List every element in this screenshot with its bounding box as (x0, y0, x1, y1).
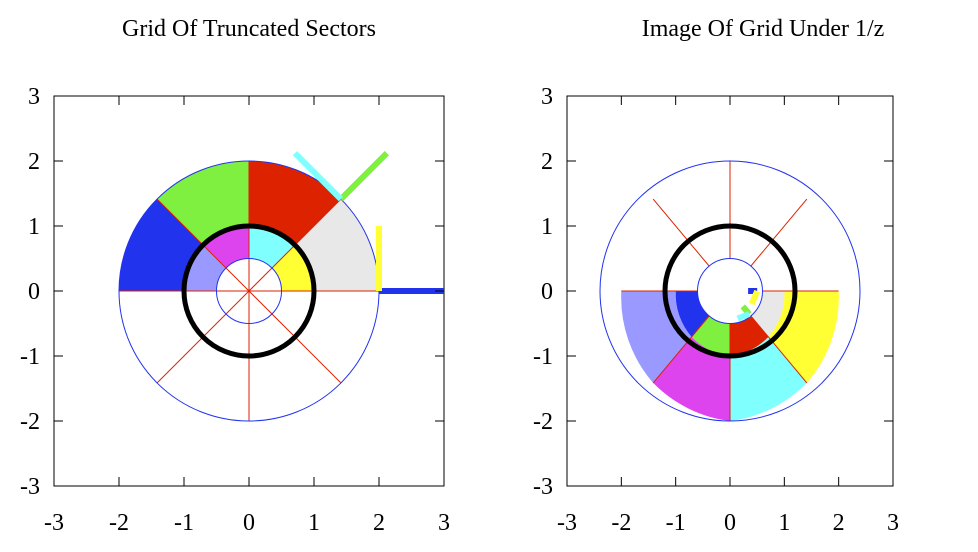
y-tick-label: 1 (541, 214, 553, 240)
unit-circle (181, 223, 317, 359)
chart-title: Image Of Grid Under 1/z (642, 16, 885, 42)
x-tick-label: -1 (174, 510, 194, 536)
x-tick-label: 2 (373, 510, 385, 536)
marker-segment (748, 289, 760, 306)
marker-segment (292, 151, 344, 202)
chart-title: Grid Of Truncated Sectors (122, 16, 376, 42)
x-tick-label: 0 (724, 510, 736, 536)
filled-sector (157, 161, 249, 246)
y-tick-label: 3 (541, 84, 553, 110)
y-tick-label: 0 (28, 279, 40, 305)
filled-sector (653, 336, 730, 421)
filled-sector (730, 336, 807, 421)
x-tick-label: 3 (438, 510, 450, 536)
filled-sector (119, 199, 204, 291)
grid-circle (599, 160, 861, 422)
filled-sector (730, 313, 769, 356)
grid-circle (216, 258, 282, 324)
x-tick-label: 3 (887, 510, 899, 536)
y-tick-label: -3 (20, 474, 40, 500)
x-tick-label: -2 (611, 510, 631, 536)
unit-circle (662, 223, 798, 359)
x-tick-label: -3 (557, 510, 577, 536)
x-tick-label: -2 (109, 510, 129, 536)
y-tick-label: 3 (28, 84, 40, 110)
x-tick-label: 2 (833, 510, 845, 536)
marker-segment (736, 311, 751, 322)
filled-sector (621, 291, 692, 383)
marker-segment (338, 151, 389, 202)
y-tick-label: -3 (533, 474, 553, 500)
y-tick-label: -1 (20, 344, 40, 370)
filled-sector (768, 291, 839, 383)
grid-circle (697, 258, 763, 324)
x-tick-label: 0 (243, 510, 255, 536)
x-tick-label: -1 (666, 510, 686, 536)
x-tick-label: -3 (44, 510, 64, 536)
y-tick-label: -2 (20, 409, 40, 435)
y-tick-label: -1 (533, 344, 553, 370)
chart-panel-1: Grid Of Truncated Sectors -3 -2 -1 0 1 2 3 3 2 1 0 -… (20, 16, 450, 536)
y-tick-label: 0 (541, 279, 553, 305)
y-tick-label: 1 (28, 214, 40, 240)
chart-panel-2: Image Of Grid Under 1/z -3 -2 -1 0 1 2 3 3 2 1 0 -1 -… (533, 16, 899, 536)
filled-sector (294, 199, 379, 291)
x-tick-label: 1 (778, 510, 790, 536)
y-tick-label: -2 (533, 409, 553, 435)
y-tick-label: 2 (541, 149, 553, 175)
y-tick-label: 2 (28, 149, 40, 175)
x-tick-label: 1 (308, 510, 320, 536)
filled-sector (691, 313, 730, 356)
filled-sector (249, 161, 341, 246)
